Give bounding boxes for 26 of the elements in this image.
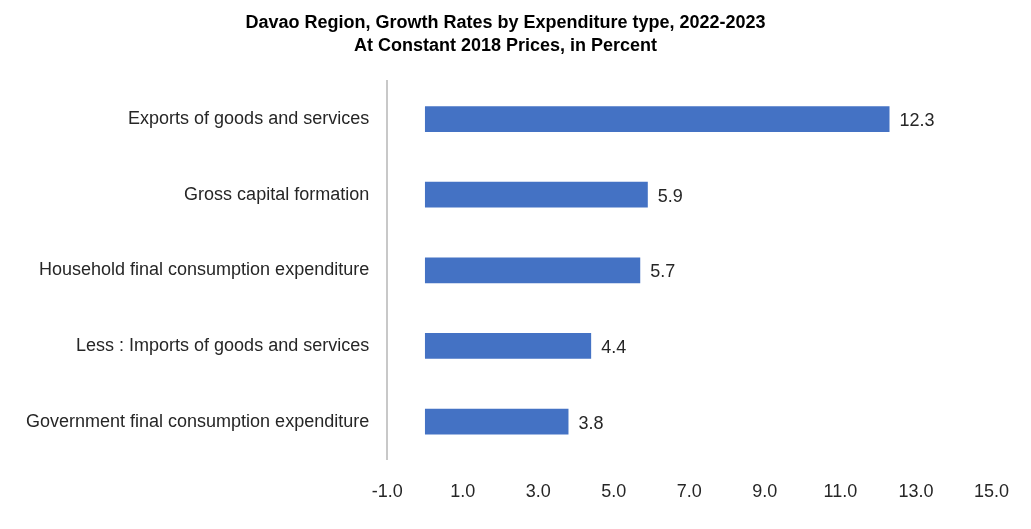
x-tick-label: 13.0: [898, 481, 934, 502]
x-tick-label: 11.0: [823, 481, 858, 502]
y-tick-label: Exports of goods and services: [128, 107, 370, 128]
bar: [424, 257, 641, 284]
data-label: 3.8: [578, 412, 604, 433]
y-tick-label: Household final consumption expenditure: [38, 259, 370, 280]
data-label: 5.7: [650, 261, 676, 282]
y-tick-label: Less : Imports of goods and services: [76, 334, 370, 355]
x-tick-label: -1.0: [371, 481, 403, 502]
y-tick-label: Government final consumption expenditure: [25, 410, 370, 431]
x-tick-label: 5.0: [601, 481, 627, 502]
x-tick-label: 7.0: [676, 481, 702, 502]
data-label: 5.9: [657, 185, 683, 206]
data-label: 12.3: [899, 109, 935, 130]
x-tick-label: 1.0: [450, 481, 476, 502]
x-tick-label: 9.0: [752, 481, 778, 502]
x-tick-label: 15.0: [973, 481, 1010, 502]
data-label: 4.4: [601, 336, 627, 357]
bar: [424, 408, 569, 435]
chart-title: Davao Region, Growth Rates by Expenditure type, 2022-2023: [245, 11, 766, 32]
bar: [424, 333, 592, 359]
bar: [424, 106, 890, 132]
x-tick-label: 3.0: [525, 481, 551, 502]
y-tick-label: Gross capital formation: [184, 183, 370, 204]
chart-subtitle: At Constant 2018 Prices, in Percent: [353, 35, 658, 56]
bar: [424, 181, 648, 208]
